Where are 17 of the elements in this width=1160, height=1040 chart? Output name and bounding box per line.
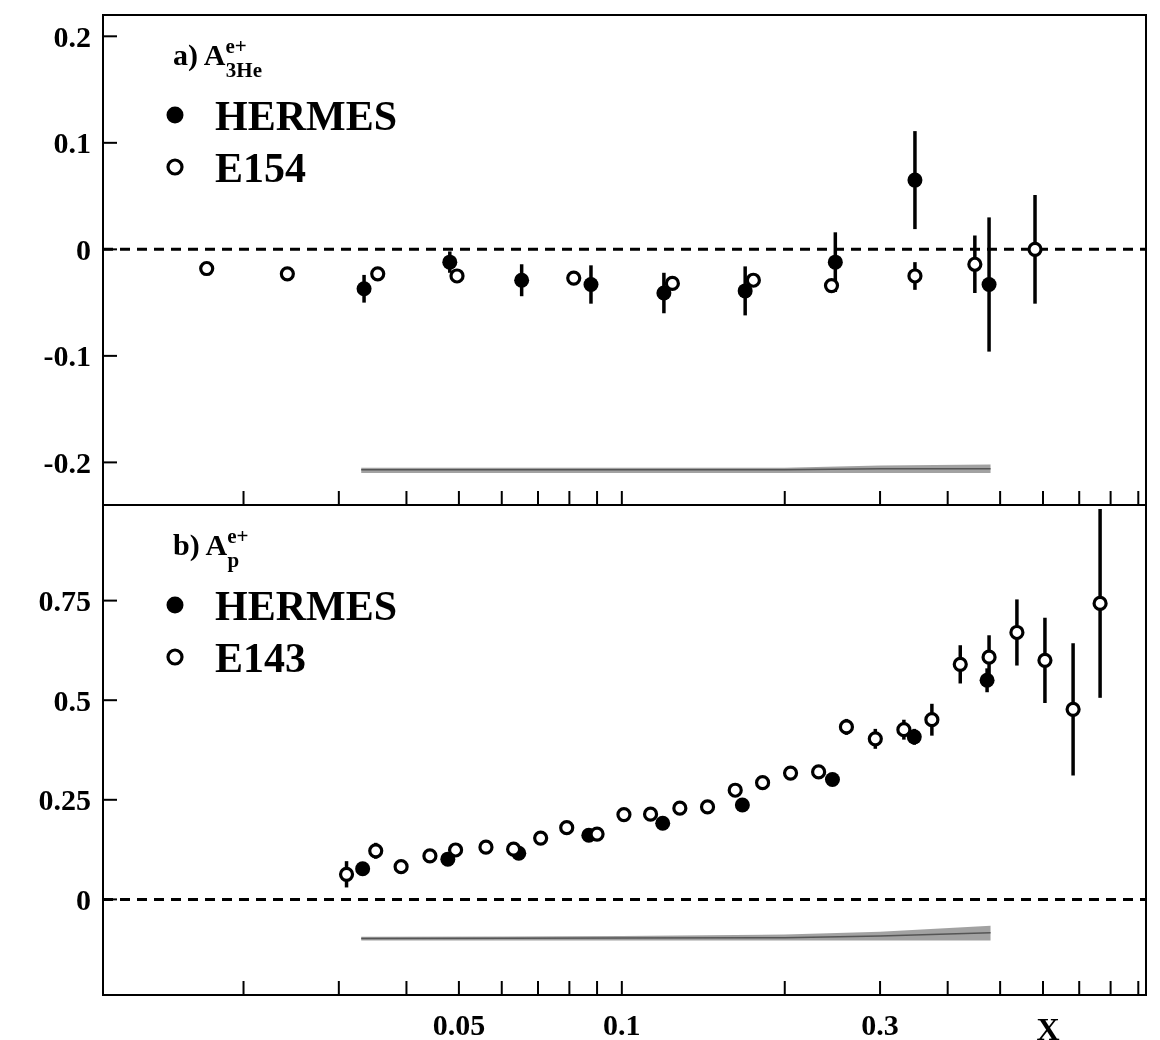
legend-label: HERMES (215, 92, 398, 139)
y-tick-label: 0 (76, 232, 91, 266)
x-axis-title: X (1036, 1011, 1060, 1040)
y-tick-label: 0 (76, 882, 91, 916)
legend-label: E154 (215, 144, 307, 191)
x-tick-label: 0.05 (432, 1008, 486, 1040)
y-tick-label: 0.1 (53, 126, 91, 160)
y-tick-label: 0.5 (53, 683, 91, 717)
y-tick-label: 0.2 (53, 19, 91, 53)
x-tick-label: 0.1 (603, 1008, 641, 1040)
y-tick-label: 0.75 (38, 584, 91, 618)
legend-label: HERMES (215, 582, 398, 629)
y-tick-label: 0.25 (38, 783, 91, 817)
y-tick-label: -0.1 (43, 339, 91, 373)
x-tick-label: 0.3 (861, 1008, 899, 1040)
legend-label: E143 (215, 634, 307, 681)
y-tick-label: -0.2 (43, 445, 91, 479)
